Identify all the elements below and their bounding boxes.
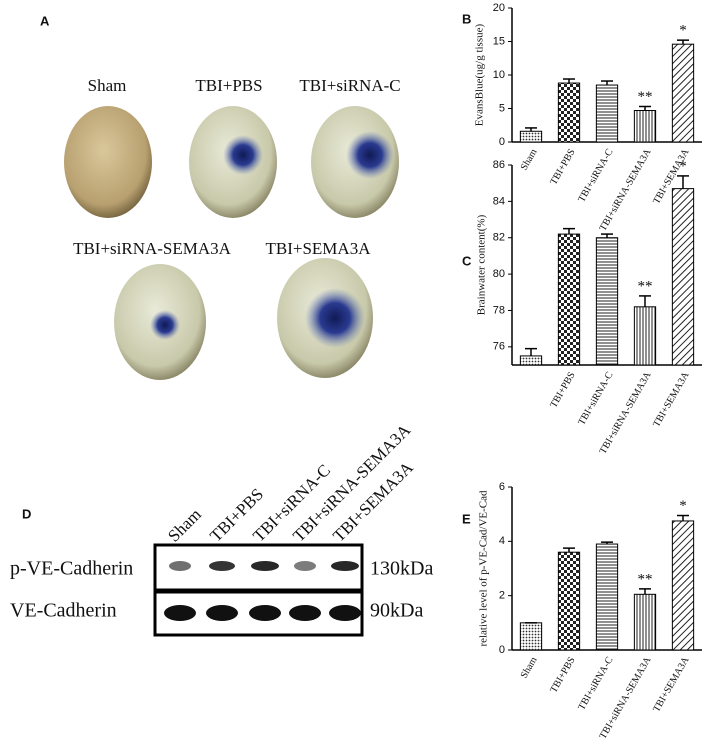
- y-tick-label: 2: [499, 590, 505, 602]
- bar: [633, 110, 657, 143]
- blot-row-label: VE-Cadherin: [10, 600, 117, 622]
- y-tick-label: 6: [499, 481, 505, 493]
- y-tick-label: 10: [493, 69, 505, 81]
- bar: [633, 306, 657, 366]
- y-axis-title: EvansBlue(ug/g tissue): [474, 23, 486, 126]
- x-tick-label: TBI+PBS: [548, 655, 577, 695]
- photo-caption: Sham: [88, 76, 127, 95]
- bar: [557, 233, 581, 366]
- x-tick-label: TBI+siRNA-C: [576, 147, 615, 204]
- significance: *: [679, 158, 687, 174]
- photo-caption: TBI+siRNA-C: [299, 76, 400, 95]
- bar: [557, 551, 581, 651]
- blot-band: [294, 561, 316, 571]
- blot-band: [206, 605, 238, 621]
- y-tick-label: 0: [499, 644, 505, 656]
- significance: *: [679, 23, 687, 39]
- blot-band: [289, 605, 321, 621]
- y-tick-label: 4: [499, 535, 505, 547]
- y-tick-label: 0: [499, 136, 505, 148]
- photo-caption: TBI+SEMA3A: [266, 239, 372, 258]
- bar: [671, 520, 695, 651]
- y-tick-label: 82: [493, 232, 505, 244]
- y-axis-title: Brainwater content(%): [476, 214, 488, 315]
- blot-band: [249, 605, 281, 621]
- lane-label: Sham: [164, 505, 205, 546]
- panel-label: A: [40, 13, 50, 28]
- x-tick-label: TBI+siRNA-C: [576, 655, 615, 712]
- x-tick-label: TBI+SEMA3A: [651, 369, 692, 429]
- x-tick-label: TBI+PBS: [548, 370, 577, 410]
- y-axis-title: relative level of p-VE-Cad/VE-Cad: [478, 490, 490, 647]
- bar: [633, 593, 657, 651]
- significance: *: [679, 498, 687, 514]
- blot-row-label: p-VE-Cadherin: [10, 558, 133, 580]
- significance: **: [638, 89, 653, 105]
- blot-band: [331, 561, 359, 571]
- y-tick-label: 5: [499, 102, 505, 114]
- blot-size-label: 130kDa: [370, 558, 433, 580]
- significance: **: [638, 571, 653, 587]
- bar: [595, 237, 619, 366]
- y-tick-label: 76: [493, 341, 505, 353]
- bar: [519, 622, 543, 651]
- lesion: [223, 135, 263, 175]
- bar: [595, 543, 619, 651]
- blot-band: [164, 605, 196, 621]
- significance: **: [638, 278, 653, 294]
- blot-band: [209, 561, 235, 571]
- bar: [671, 188, 695, 366]
- brain-photos: [64, 106, 399, 637]
- y-tick-label: 86: [493, 159, 505, 171]
- lesion: [150, 310, 180, 340]
- x-tick-label: TBI+SEMA3A: [651, 654, 692, 714]
- blot-band: [251, 561, 279, 571]
- bar: [671, 43, 695, 143]
- y-tick-label: 84: [493, 195, 505, 207]
- bar: [557, 82, 581, 143]
- brain-photo: [64, 106, 152, 218]
- x-tick-label: Sham: [519, 655, 540, 680]
- panel-label: C: [462, 253, 472, 268]
- blot-band: [169, 561, 191, 571]
- bar: [519, 130, 543, 143]
- bar: [595, 84, 619, 143]
- blot-size-label: 90kDa: [370, 600, 423, 622]
- y-tick-label: 78: [493, 304, 505, 316]
- panel-label: E: [462, 511, 471, 526]
- lesion: [346, 131, 394, 179]
- x-tick-label: Sham: [519, 147, 540, 172]
- y-tick-label: 15: [493, 35, 505, 47]
- panel-label: D: [22, 506, 31, 521]
- lesion: [305, 288, 365, 348]
- photo-caption: TBI+siRNA-SEMA3A: [73, 239, 232, 258]
- x-tick-label: TBI+PBS: [548, 147, 577, 187]
- blot-band: [329, 605, 361, 621]
- y-tick-label: 20: [493, 2, 505, 14]
- y-tick-label: 80: [493, 268, 505, 280]
- photo-caption: TBI+PBS: [195, 76, 262, 95]
- bar: [519, 355, 543, 366]
- panel-label: B: [462, 11, 471, 26]
- x-tick-label: TBI+siRNA-C: [576, 370, 615, 427]
